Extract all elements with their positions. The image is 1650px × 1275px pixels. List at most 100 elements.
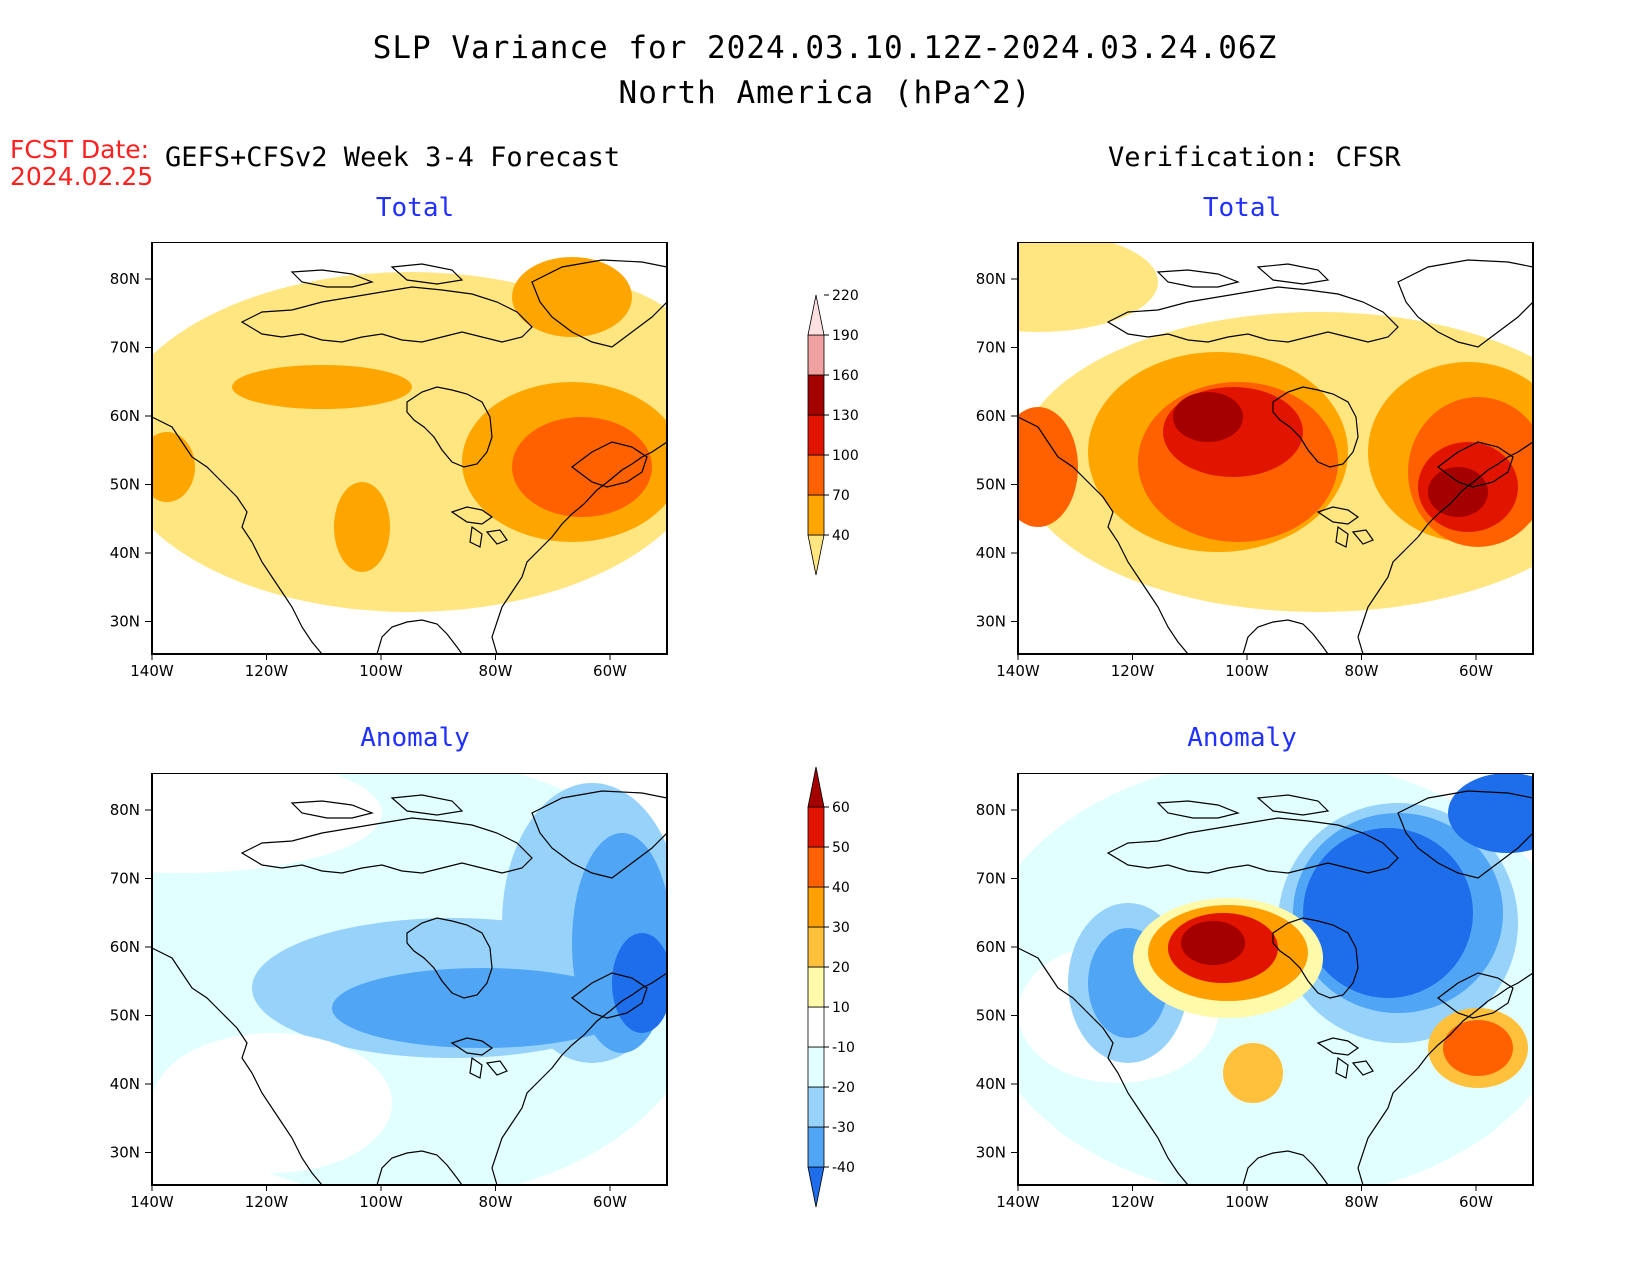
latitude-label: 50N — [976, 1007, 1006, 1025]
coastline-outline — [1437, 441, 1514, 488]
colorbar-swatch — [807, 334, 825, 376]
shaded-contour-region — [1303, 828, 1473, 998]
latitude-label: 50N — [976, 476, 1006, 494]
coastline-outline — [240, 794, 533, 874]
shaded-contour-region — [152, 1033, 392, 1173]
longitude-label: 140W — [996, 662, 1040, 680]
colorbar-level-label: -40 — [832, 1160, 855, 1176]
colorbar-swatch — [807, 1046, 825, 1088]
colorbar-swatch — [807, 766, 825, 808]
colorbar-swatch — [807, 1166, 825, 1208]
latitude-label: 80N — [110, 801, 140, 819]
longitude-label: 100W — [1225, 1193, 1269, 1211]
colorbar-swatch — [807, 806, 825, 848]
shaded-contour-region — [1018, 242, 1158, 332]
latitude-label: 50N — [110, 476, 140, 494]
longitude-label: 80W — [1345, 662, 1379, 680]
latitude-label: 40N — [110, 544, 140, 562]
fcst-date-label: FCST Date: — [10, 135, 150, 164]
panel-title-verif-total: Total — [1202, 193, 1282, 223]
longitude-label: 80W — [479, 1193, 513, 1211]
longitude-label: 60W — [593, 1193, 627, 1211]
shaded-contour-region — [512, 417, 652, 517]
colorbar-level-label: -30 — [832, 1120, 855, 1136]
coastline-outline — [1106, 794, 1399, 874]
coastline-outline — [450, 1037, 508, 1079]
colorbar-swatch — [807, 414, 825, 456]
shaded-contour-region — [334, 482, 390, 572]
latitude-label: 40N — [110, 1075, 140, 1093]
latitude-label: 30N — [110, 1144, 140, 1162]
colorbar-level-label: -20 — [832, 1080, 855, 1096]
colorbar-level-label: -10 — [832, 1040, 855, 1056]
colorbar-swatch — [807, 374, 825, 416]
shaded-contour-region — [1018, 407, 1078, 527]
colorbar-swatch — [807, 966, 825, 1008]
colorbar-level-label: 40 — [832, 880, 850, 896]
latitude-label: 70N — [976, 339, 1006, 357]
latitude-label: 80N — [976, 270, 1006, 288]
panel-title-forecast-anomaly: Anomaly — [360, 723, 470, 753]
latitude-label: 30N — [976, 613, 1006, 631]
colorbar-level-label: 40 — [832, 528, 850, 544]
colorbar-level-label: 10 — [832, 1000, 850, 1016]
coastline-outline — [1272, 917, 1359, 999]
coastline-outline — [1397, 259, 1533, 348]
fcst-date-value: 2024.02.25 — [10, 162, 154, 191]
colorbar-swatch — [807, 1126, 825, 1168]
colorbar-level-label: 50 — [832, 840, 850, 856]
colorbar-swatch — [807, 1086, 825, 1128]
longitude-label: 140W — [996, 1193, 1040, 1211]
main-title: SLP Variance for 2024.03.10.12Z-2024.03.… — [372, 30, 1278, 66]
colorbar-level-label: 60 — [832, 800, 850, 816]
coastline-outline — [1437, 972, 1514, 1019]
colorbar-swatch — [807, 534, 825, 576]
latitude-label: 60N — [976, 938, 1006, 956]
latitude-label: 40N — [976, 1075, 1006, 1093]
coastline-outline — [1316, 506, 1374, 548]
longitude-label: 60W — [1459, 1193, 1493, 1211]
coastline-outline — [1272, 386, 1359, 468]
panel-title-verif-anomaly: Anomaly — [1187, 723, 1297, 753]
colorbar-swatch — [807, 294, 825, 336]
colorbar-level-label: 130 — [832, 408, 859, 424]
colorbar-level-label: 70 — [832, 488, 850, 504]
shaded-contour-region — [1443, 1020, 1513, 1076]
coastline-outline — [406, 386, 493, 468]
longitude-label: 140W — [130, 1193, 174, 1211]
longitude-label: 60W — [593, 662, 627, 680]
coastline-outline — [1397, 790, 1533, 879]
shaded-contour-region — [1223, 1043, 1283, 1103]
coastline-outline — [450, 506, 508, 548]
panel-title-forecast-total: Total — [375, 193, 455, 223]
longitude-label: 120W — [245, 662, 289, 680]
forecast-column-header: GEFS+CFSv2 Week 3-4 Forecast — [165, 142, 621, 173]
colorbar-level-label: 160 — [832, 368, 859, 384]
latitude-label: 70N — [976, 870, 1006, 888]
latitude-label: 80N — [976, 801, 1006, 819]
coastline-outline — [531, 259, 667, 348]
shaded-contour-region — [152, 773, 382, 873]
colorbar-swatch — [807, 1006, 825, 1048]
shaded-contour-region — [332, 968, 632, 1048]
shaded-contour-region — [1181, 921, 1245, 965]
longitude-label: 100W — [1225, 662, 1269, 680]
colorbar-total: 40 70 100 130 160 190 220 — [800, 285, 880, 615]
shaded-contour-region — [232, 365, 412, 409]
coastline-outline — [1018, 947, 1533, 1185]
latitude-label: 60N — [976, 407, 1006, 425]
colorbar-swatch — [807, 846, 825, 888]
longitude-label: 100W — [359, 1193, 403, 1211]
latitude-label: 30N — [976, 1144, 1006, 1162]
colorbar-swatch — [807, 886, 825, 928]
latitude-label: 70N — [110, 339, 140, 357]
longitude-label: 60W — [1459, 662, 1493, 680]
latitude-label: 40N — [976, 544, 1006, 562]
latitude-label: 60N — [110, 407, 140, 425]
longitude-label: 80W — [479, 662, 513, 680]
colorbar-level-label: 100 — [832, 448, 859, 464]
longitude-label: 100W — [359, 662, 403, 680]
latitude-label: 70N — [110, 870, 140, 888]
coastline-outline — [1316, 1037, 1374, 1079]
colorbar-swatch — [807, 454, 825, 496]
